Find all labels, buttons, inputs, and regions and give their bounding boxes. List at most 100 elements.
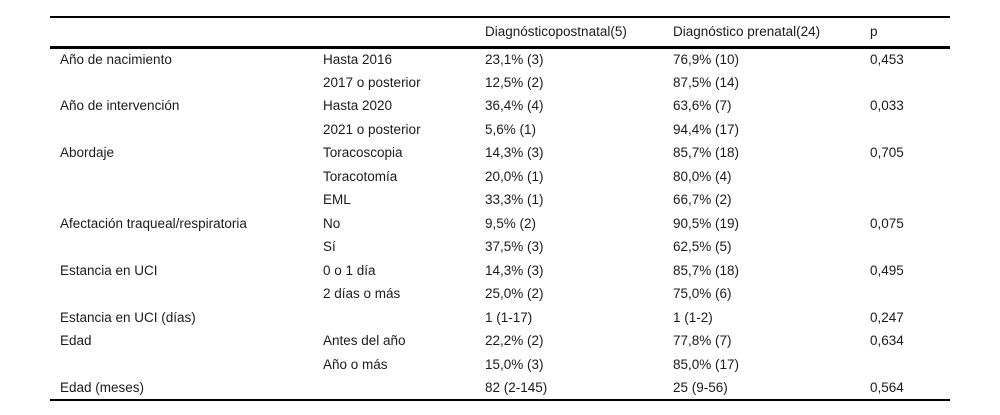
postnatal-cell: 14,3% (3) [485, 145, 544, 161]
p-value-cell: 0,705 [870, 145, 904, 161]
category-cell: Toracotomía [323, 168, 398, 184]
row-label-cell: Edad [60, 333, 92, 349]
p-value-cell [870, 235, 950, 259]
table-row: 2021 o posterior 5,6% (1) 94,4% (17) [50, 118, 950, 142]
p-value-cell: 0,033 [870, 98, 904, 114]
p-value-cell [870, 282, 950, 306]
p-value-cell [870, 188, 950, 212]
postnatal-cell: 37,5% (3) [485, 239, 544, 255]
prenatal-cell: 25 (9-56) [673, 376, 870, 401]
row-label-cell: Año de intervención [60, 98, 180, 114]
row-label-cell [50, 165, 323, 189]
table-row: Abordaje Toracoscopia 14,3% (3) 85,7% (1… [50, 141, 950, 165]
table-row: 2017 o posterior 12,5% (2) 87,5% (14) [50, 71, 950, 95]
prenatal-cell: 87,5% (14) [673, 74, 740, 90]
postnatal-cell: 14,3% (3) [485, 262, 544, 278]
table-row: Sí 37,5% (3) 62,5% (5) [50, 235, 950, 259]
postnatal-cell: 36,4% (4) [485, 98, 544, 114]
row-label-cell [50, 188, 323, 212]
prenatal-cell: 85,7% (18) [673, 262, 740, 278]
table-row: Año o más 15,0% (3) 85,0% (17) [50, 353, 950, 377]
table-row: Edad Antes del año 22,2% (2) 77,8% (7) 0… [50, 329, 950, 353]
prenatal-cell: 77,8% (7) [673, 333, 732, 349]
table-body: Año de nacimiento Hasta 2016 23,1% (3) 7… [50, 47, 950, 401]
row-label-cell [50, 118, 323, 142]
row-label-cell: Edad (meses) [50, 376, 323, 401]
category-cell: No [323, 215, 341, 231]
p-value-cell: 0,495 [870, 262, 904, 278]
row-label-cell [50, 282, 323, 306]
prenatal-cell: 76,9% (10) [673, 52, 740, 67]
category-cell: 2 días o más [323, 286, 401, 302]
row-label-cell: Afectación traqueal/respiratoria [60, 215, 247, 231]
row-label-cell: Año de nacimiento [60, 52, 172, 67]
row-label-cell: Estancia en UCI [60, 262, 158, 278]
p-value-cell: 0,634 [870, 333, 904, 349]
row-label-cell: Estancia en UCI (días) [60, 309, 196, 325]
postnatal-cell: 9,5% (2) [485, 215, 537, 231]
header-empty-category [323, 16, 485, 49]
prenatal-cell: 90,5% (19) [673, 215, 740, 231]
row-label-cell [50, 235, 323, 259]
table-row: Toracotomía 20,0% (1) 80,0% (4) [50, 165, 950, 189]
prenatal-cell: 85,0% (17) [673, 356, 740, 372]
comparison-table: Diagnósticopostnatal(5) Diagnóstico pren… [50, 16, 950, 401]
category-cell: 0 o 1 día [323, 262, 376, 278]
postnatal-cell: 23,1% (3) [485, 52, 544, 67]
table-row: Año de nacimiento Hasta 2016 23,1% (3) 7… [50, 47, 950, 71]
p-value-cell [870, 165, 950, 189]
prenatal-cell: 80,0% (4) [673, 168, 732, 184]
category-cell: Sí [323, 239, 336, 255]
prenatal-cell: 94,4% (17) [673, 121, 740, 137]
p-value-cell [870, 118, 950, 142]
p-value-cell: 0,453 [870, 52, 904, 67]
prenatal-cell: 85,7% (18) [673, 145, 740, 161]
row-label-cell [50, 353, 323, 377]
header-p-value: p [870, 16, 950, 49]
p-value-cell [870, 71, 950, 95]
category-cell: 2021 o posterior [323, 121, 421, 137]
postnatal-cell: 25,0% (2) [485, 286, 544, 302]
category-cell [323, 306, 485, 330]
postnatal-cell: 33,3% (1) [485, 192, 544, 208]
p-value-cell: 0,247 [870, 309, 904, 325]
category-cell: Toracoscopia [323, 145, 403, 161]
category-cell: Año o más [323, 356, 388, 372]
header-row: Diagnósticopostnatal(5) Diagnóstico pren… [50, 16, 950, 49]
postnatal-cell: 15,0% (3) [485, 356, 544, 372]
category-cell: Antes del año [323, 333, 406, 349]
table-row: Estancia en UCI (días) 1 (1-17) 1 (1-2) … [50, 306, 950, 330]
category-cell: Hasta 2016 [323, 52, 393, 67]
table-header: Diagnósticopostnatal(5) Diagnóstico pren… [50, 16, 950, 49]
p-value-cell: 0,564 [870, 376, 950, 401]
category-cell: 2017 o posterior [323, 74, 421, 90]
row-label-cell: Abordaje [60, 145, 115, 161]
header-prenatal: Diagnóstico prenatal(24) [673, 16, 870, 49]
table-row: Año de intervención Hasta 2020 36,4% (4)… [50, 94, 950, 118]
table-row: Edad (meses) 82 (2-145) 25 (9-56) 0,564 [50, 376, 950, 401]
table-row: 2 días o más 25,0% (2) 75,0% (6) [50, 282, 950, 306]
postnatal-cell: 12,5% (2) [485, 74, 544, 90]
prenatal-cell: 1 (1-2) [673, 309, 713, 325]
postnatal-cell: 1 (1-17) [485, 309, 533, 325]
category-cell: EML [323, 192, 351, 208]
header-empty-variable [50, 16, 323, 49]
prenatal-cell: 66,7% (2) [673, 192, 732, 208]
category-cell: Hasta 2020 [323, 98, 393, 114]
prenatal-cell: 63,6% (7) [673, 98, 732, 114]
category-cell [323, 376, 485, 401]
table-row: EML 33,3% (1) 66,7% (2) [50, 188, 950, 212]
postnatal-cell: 20,0% (1) [485, 168, 544, 184]
row-label-cell [50, 71, 323, 95]
p-value-cell: 0,075 [870, 215, 904, 231]
header-postnatal: Diagnósticopostnatal(5) [485, 16, 673, 49]
p-value-cell [870, 353, 950, 377]
prenatal-cell: 62,5% (5) [673, 239, 732, 255]
table-row: Estancia en UCI 0 o 1 día 14,3% (3) 85,7… [50, 259, 950, 283]
prenatal-cell: 75,0% (6) [673, 286, 732, 302]
table-row: Afectación traqueal/respiratoria No 9,5%… [50, 212, 950, 236]
postnatal-cell: 5,6% (1) [485, 121, 537, 137]
postnatal-cell: 82 (2-145) [485, 376, 673, 401]
postnatal-cell: 22,2% (2) [485, 333, 544, 349]
